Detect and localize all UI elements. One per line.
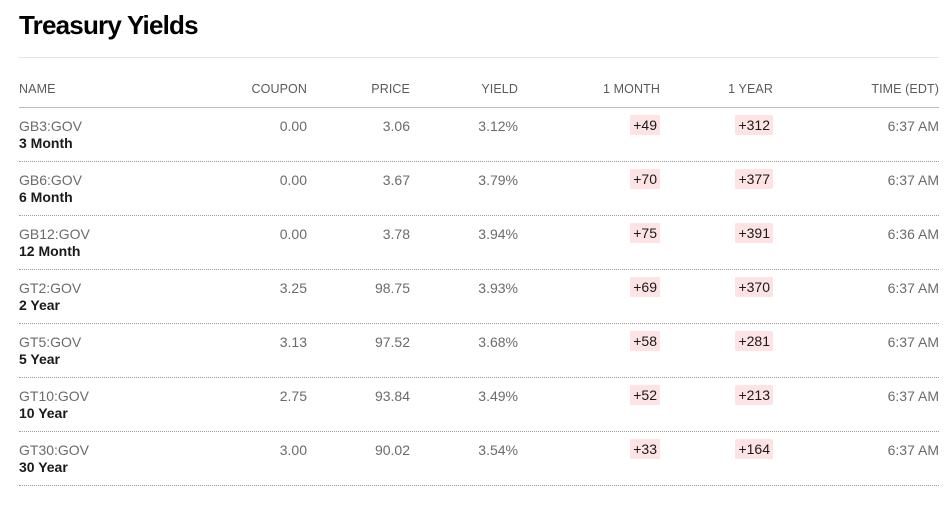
one-month-change-badge: +69 bbox=[630, 277, 660, 297]
table-row[interactable]: GB6:GOV 6 Month 0.00 3.67 3.79% +70 +377 6:37 A… bbox=[19, 162, 939, 216]
yield-value: 3.93% bbox=[478, 280, 518, 296]
table-row[interactable]: GT10:GOV 10 Year 2.75 93.84 3.49% +52 +213 6:37… bbox=[19, 378, 939, 432]
coupon-value: 3.00 bbox=[279, 442, 307, 458]
price-value: 3.67 bbox=[382, 172, 410, 188]
table-row[interactable]: GB12:GOV 12 Month 0.00 3.78 3.94% +75 +391 6:36… bbox=[19, 216, 939, 270]
price-value: 97.52 bbox=[374, 334, 410, 350]
security-symbol[interactable]: GB6:GOV bbox=[19, 172, 83, 188]
one-year-change-badge: +391 bbox=[735, 223, 773, 243]
table-row[interactable]: GT2:GOV 2 Year 3.25 98.75 3.93% +69 +370 6:37 A… bbox=[19, 270, 939, 324]
one-year-change-badge: +281 bbox=[735, 331, 773, 351]
one-month-change-badge: +58 bbox=[630, 331, 660, 351]
one-year-change-badge: +164 bbox=[735, 439, 773, 459]
security-symbol[interactable]: GT30:GOV bbox=[19, 442, 90, 458]
coupon-value: 3.13 bbox=[279, 334, 307, 350]
column-header-time[interactable]: TIME (EDT) bbox=[871, 82, 939, 96]
security-symbol[interactable]: GT2:GOV bbox=[19, 280, 82, 296]
column-header-coupon[interactable]: COUPON bbox=[251, 82, 307, 96]
security-symbol[interactable]: GT10:GOV bbox=[19, 388, 90, 404]
one-month-change-badge: +33 bbox=[630, 439, 660, 459]
page-title: Treasury Yields bbox=[19, 10, 199, 40]
coupon-value: 0.00 bbox=[279, 172, 307, 188]
coupon-value: 2.75 bbox=[279, 388, 307, 404]
yield-value: 3.94% bbox=[478, 226, 518, 242]
table-row[interactable]: GT30:GOV 30 Year 3.00 90.02 3.54% +33 +164 6:37… bbox=[19, 432, 939, 486]
one-month-change-badge: +52 bbox=[630, 385, 660, 405]
one-month-change-badge: +49 bbox=[630, 115, 660, 135]
one-year-change-badge: +377 bbox=[735, 169, 773, 189]
one-year-change-badge: +312 bbox=[735, 115, 773, 135]
yield-value: 3.79% bbox=[478, 172, 518, 188]
price-value: 3.06 bbox=[382, 118, 410, 134]
yield-value: 3.68% bbox=[478, 334, 518, 350]
coupon-value: 0.00 bbox=[279, 226, 307, 242]
time-value: 6:37 AM bbox=[887, 118, 939, 134]
time-value: 6:37 AM bbox=[887, 334, 939, 350]
column-header-name[interactable]: NAME bbox=[19, 82, 56, 96]
yield-value: 3.12% bbox=[478, 118, 518, 134]
one-month-change-badge: +70 bbox=[630, 169, 660, 189]
price-value: 90.02 bbox=[374, 442, 410, 458]
security-name[interactable]: 2 Year bbox=[19, 297, 61, 313]
yield-value: 3.54% bbox=[478, 442, 518, 458]
time-value: 6:37 AM bbox=[887, 280, 939, 296]
security-name[interactable]: 6 Month bbox=[19, 189, 73, 205]
table-row[interactable]: GB3:GOV 3 Month 0.00 3.06 3.12% +49 +312 6:37 A… bbox=[19, 108, 939, 162]
yield-value: 3.49% bbox=[478, 388, 518, 404]
column-header-1-month[interactable]: 1 MONTH bbox=[603, 82, 660, 96]
security-name[interactable]: 10 Year bbox=[19, 405, 68, 421]
price-value: 98.75 bbox=[374, 280, 410, 296]
table-header: NAME COUPON PRICE YIELD 1 MONTH 1 YEAR T… bbox=[19, 80, 939, 108]
security-name[interactable]: 5 Year bbox=[19, 351, 61, 367]
coupon-value: 0.00 bbox=[279, 118, 307, 134]
time-value: 6:37 AM bbox=[887, 172, 939, 188]
time-value: 6:37 AM bbox=[887, 442, 939, 458]
coupon-value: 3.25 bbox=[279, 280, 307, 296]
time-value: 6:36 AM bbox=[887, 226, 939, 242]
security-name[interactable]: 12 Month bbox=[19, 243, 81, 259]
security-symbol[interactable]: GB12:GOV bbox=[19, 226, 90, 242]
price-value: 93.84 bbox=[374, 388, 410, 404]
column-header-price[interactable]: PRICE bbox=[371, 82, 410, 96]
price-value: 3.78 bbox=[382, 226, 410, 242]
security-symbol[interactable]: GB3:GOV bbox=[19, 118, 83, 134]
column-header-yield[interactable]: YIELD bbox=[481, 82, 518, 96]
one-month-change-badge: +75 bbox=[630, 223, 660, 243]
title-divider bbox=[19, 57, 939, 58]
table-row[interactable]: GT5:GOV 5 Year 3.13 97.52 3.68% +58 +281 6:37 A… bbox=[19, 324, 939, 378]
column-header-1-year[interactable]: 1 YEAR bbox=[728, 82, 773, 96]
one-year-change-badge: +213 bbox=[735, 385, 773, 405]
time-value: 6:37 AM bbox=[887, 388, 939, 404]
security-name[interactable]: 3 Month bbox=[19, 135, 73, 151]
one-year-change-badge: +370 bbox=[735, 277, 773, 297]
security-name[interactable]: 30 Year bbox=[19, 459, 68, 475]
security-symbol[interactable]: GT5:GOV bbox=[19, 334, 82, 350]
